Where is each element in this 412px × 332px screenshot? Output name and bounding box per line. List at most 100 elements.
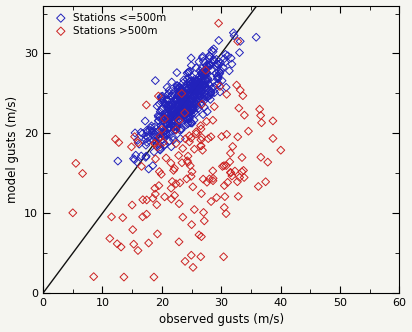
Stations <=500m (172, 113, 179, 118)
Stations <=500m (164, 122, 170, 127)
Stations <=500m (229, 61, 235, 67)
Y-axis label: model gusts (m/s): model gusts (m/s) (5, 96, 19, 203)
Stations <=500m (174, 124, 180, 129)
Stations <=500m (175, 108, 181, 113)
Stations <=500m (178, 86, 185, 91)
Stations <=500m (166, 114, 173, 119)
Stations >500m (278, 147, 284, 153)
Stations <=500m (172, 127, 179, 132)
Stations >500m (184, 158, 190, 163)
Stations >500m (200, 177, 206, 182)
Stations <=500m (166, 102, 172, 108)
Stations <=500m (167, 94, 174, 99)
Stations <=500m (207, 91, 214, 96)
Stations <=500m (169, 106, 176, 111)
Stations <=500m (194, 102, 200, 107)
Stations <=500m (181, 102, 188, 107)
Stations <=500m (138, 130, 144, 135)
Stations <=500m (177, 111, 183, 117)
Stations <=500m (225, 53, 231, 58)
Stations <=500m (188, 63, 194, 68)
Stations <=500m (183, 122, 190, 127)
Stations >500m (219, 164, 226, 169)
Stations >500m (204, 180, 210, 185)
Stations >500m (220, 254, 227, 259)
Stations >500m (241, 175, 248, 180)
Stations >500m (173, 181, 179, 187)
Stations >500m (198, 126, 204, 131)
Stations <=500m (183, 92, 190, 97)
Stations <=500m (198, 89, 204, 95)
Stations <=500m (161, 143, 167, 148)
Stations >500m (168, 160, 174, 166)
Stations >500m (229, 173, 235, 179)
Stations >500m (121, 275, 127, 280)
Stations <=500m (191, 83, 198, 88)
Stations >500m (227, 150, 234, 156)
Stations <=500m (169, 79, 175, 85)
Stations <=500m (199, 78, 206, 83)
Stations <=500m (173, 111, 180, 116)
Stations <=500m (213, 63, 220, 69)
Stations <=500m (179, 95, 186, 100)
Stations >500m (235, 194, 241, 199)
Stations <=500m (152, 132, 158, 137)
Stations >500m (112, 136, 119, 142)
Stations <=500m (208, 63, 214, 68)
Stations >500m (143, 211, 150, 217)
Stations <=500m (206, 62, 212, 67)
Stations <=500m (204, 70, 210, 75)
Stations >500m (182, 259, 188, 264)
Stations <=500m (183, 88, 190, 93)
Stations >500m (107, 236, 113, 241)
Stations >500m (139, 214, 146, 219)
Stations >500m (171, 166, 178, 171)
Stations >500m (239, 169, 245, 175)
Stations <=500m (182, 103, 189, 109)
Stations <=500m (201, 85, 208, 90)
Stations >500m (258, 155, 264, 160)
Stations <=500m (173, 70, 180, 75)
Stations <=500m (188, 120, 195, 125)
Stations <=500m (204, 109, 211, 114)
Stations <=500m (188, 55, 194, 61)
Stations >500m (197, 143, 204, 148)
Stations <=500m (185, 108, 192, 113)
Stations <=500m (191, 118, 197, 123)
Stations <=500m (191, 86, 197, 92)
Stations <=500m (176, 117, 182, 122)
Stations >500m (198, 234, 205, 239)
Stations >500m (203, 119, 210, 124)
Stations >500m (190, 184, 196, 190)
Stations <=500m (160, 115, 166, 120)
Stations <=500m (237, 39, 243, 44)
Stations <=500m (175, 102, 181, 108)
Stations >500m (140, 197, 146, 203)
Stations >500m (198, 191, 205, 196)
Stations <=500m (222, 60, 228, 65)
Stations >500m (236, 106, 242, 111)
Stations <=500m (170, 117, 177, 122)
Stations <=500m (214, 61, 220, 66)
Stations <=500m (158, 107, 164, 112)
Stations <=500m (226, 68, 233, 73)
Stations <=500m (189, 96, 195, 101)
Stations >500m (258, 113, 264, 118)
Stations <=500m (187, 79, 193, 84)
Stations >500m (208, 134, 214, 139)
Stations <=500m (171, 93, 178, 98)
Stations <=500m (193, 65, 199, 70)
Stations >500m (210, 118, 216, 123)
Stations >500m (173, 127, 179, 132)
Stations <=500m (154, 133, 161, 139)
Stations <=500m (185, 107, 191, 113)
Stations >500m (157, 134, 163, 139)
Stations <=500m (197, 88, 203, 94)
Stations <=500m (211, 84, 218, 89)
Stations >500m (240, 168, 247, 173)
Stations <=500m (156, 128, 163, 133)
Stations <=500m (163, 130, 169, 136)
Stations >500m (143, 197, 150, 203)
Stations <=500m (195, 106, 202, 111)
Stations <=500m (173, 85, 180, 90)
